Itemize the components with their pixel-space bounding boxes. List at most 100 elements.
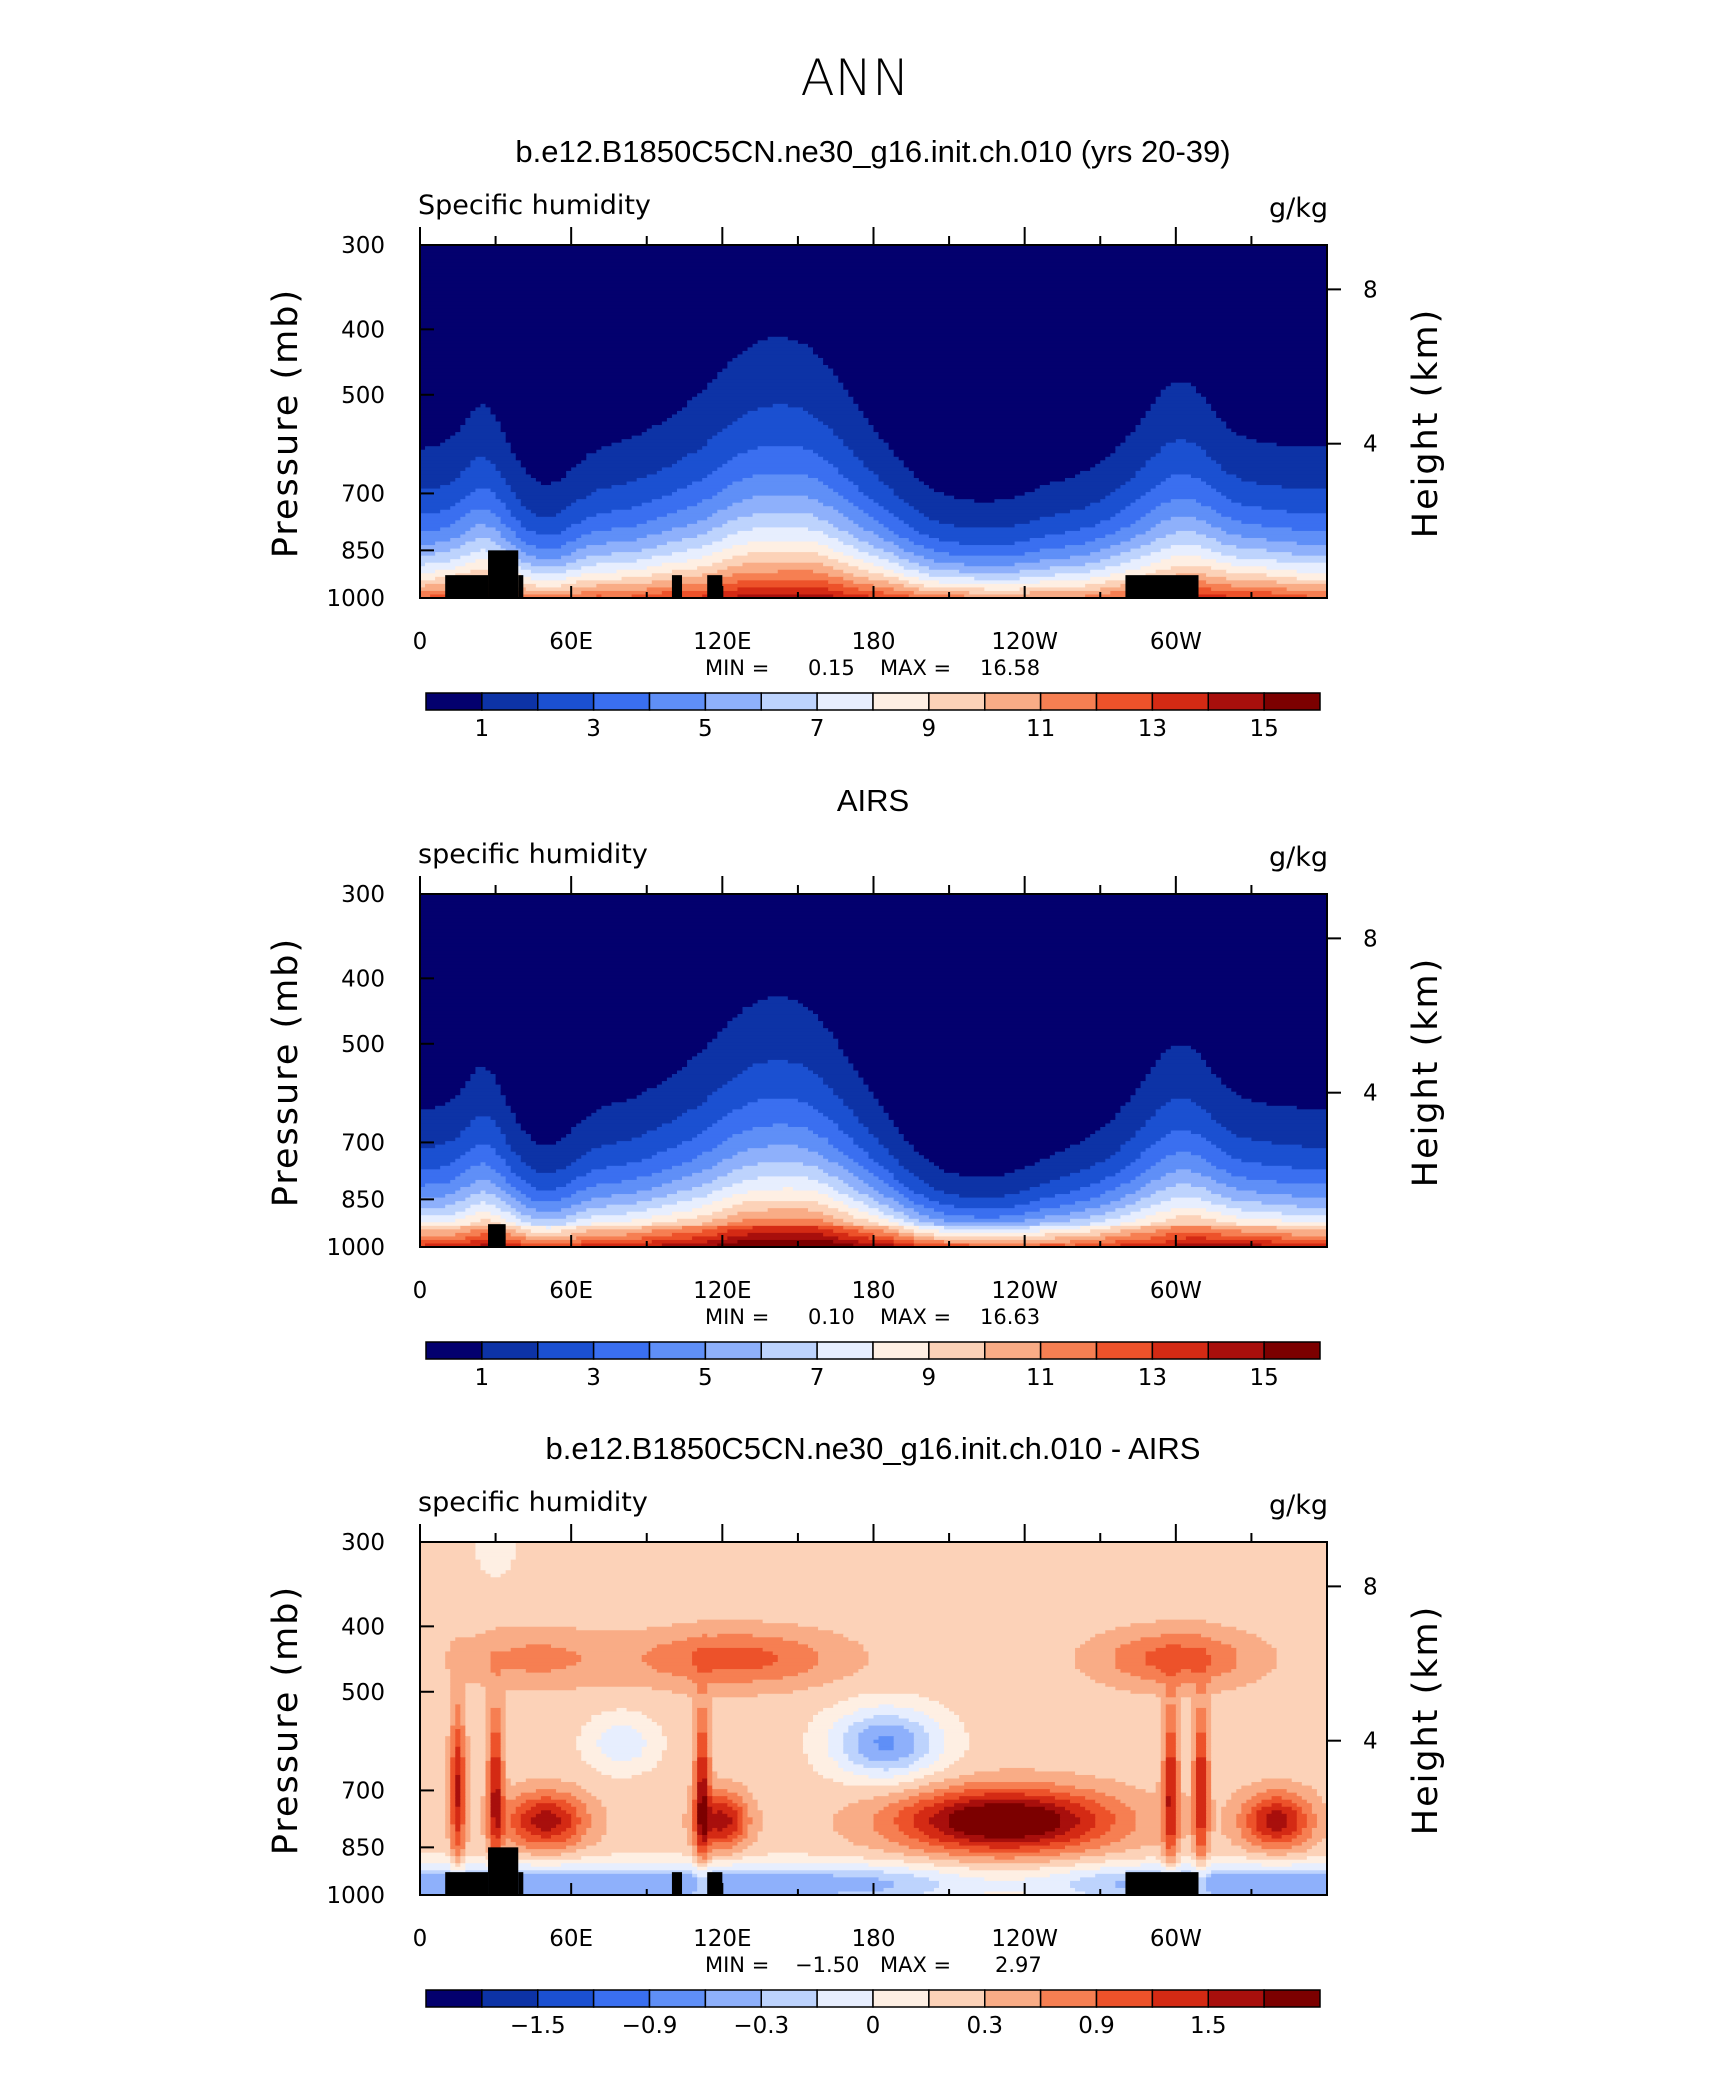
contour-cell xyxy=(843,439,885,444)
contour-cell xyxy=(1090,1183,1121,1188)
contour-cell xyxy=(1195,1711,1207,1716)
contour-cell xyxy=(470,1074,497,1079)
contour-cell xyxy=(1291,1838,1308,1843)
contour-cell xyxy=(566,1810,577,1815)
contour-cell xyxy=(802,1743,829,1748)
contour-cell xyxy=(505,1831,517,1836)
contour-cell xyxy=(878,502,910,507)
contour-cell xyxy=(1211,1162,1263,1167)
contour-cell xyxy=(515,534,582,539)
contour-cell xyxy=(666,1746,693,1751)
contour-cell xyxy=(1291,1799,1308,1804)
contour-cell xyxy=(853,1158,875,1163)
contour-cell xyxy=(515,1831,532,1836)
contour-cell xyxy=(833,1035,1327,1040)
contour-cell xyxy=(1251,1831,1263,1836)
contour-cell xyxy=(1090,552,1121,557)
contour-cell xyxy=(520,523,572,528)
contour-cell xyxy=(1170,1045,1192,1050)
contour-cell xyxy=(470,1739,487,1744)
contour-cell xyxy=(581,573,653,578)
contour-cell xyxy=(843,590,885,596)
contour-cell xyxy=(697,1817,708,1822)
contour-cell xyxy=(747,1232,824,1238)
contour-cell xyxy=(1206,1887,1327,1893)
contour-cell xyxy=(697,1838,703,1843)
colorbar-swatch xyxy=(425,692,483,711)
contour-cell xyxy=(707,1194,734,1199)
contour-cell xyxy=(1236,1654,1278,1660)
contour-cell xyxy=(1175,1714,1182,1720)
contour-cell xyxy=(420,516,461,521)
contour-cell xyxy=(1080,1803,1101,1808)
contour-cell xyxy=(868,1863,935,1868)
contour-cell xyxy=(420,435,451,440)
contour-cell xyxy=(475,1545,517,1550)
contour-cell xyxy=(505,1739,577,1744)
contour-cell xyxy=(913,1236,935,1241)
contour-cell xyxy=(933,1789,965,1794)
contour-cell xyxy=(863,1644,1081,1649)
contour-cell xyxy=(596,1767,653,1773)
contour-cell xyxy=(1206,1771,1212,1776)
contour-cell xyxy=(505,502,522,507)
contour-cell xyxy=(505,1158,522,1163)
contour-cell xyxy=(1190,1838,1197,1843)
contour-cell xyxy=(1316,1792,1327,1797)
contour-cell xyxy=(420,1750,446,1755)
contour-cell xyxy=(1180,1785,1192,1790)
contour-cell xyxy=(1211,1827,1217,1833)
contour-cell xyxy=(465,1722,487,1727)
y2-axis-title: Height (km) xyxy=(1406,1605,1446,1836)
contour-cell xyxy=(465,1760,471,1765)
colorbar-swatch xyxy=(760,1989,818,2008)
contour-cell xyxy=(898,555,925,560)
contour-cell xyxy=(420,1718,451,1723)
contour-cell xyxy=(515,1116,587,1121)
contour-cell xyxy=(692,1236,728,1241)
contour-cell xyxy=(470,410,492,416)
contour-cell xyxy=(1201,393,1327,398)
contour-cell xyxy=(1115,1151,1142,1156)
contour-cell xyxy=(1100,1232,1132,1238)
contour-cell xyxy=(1241,502,1327,507)
contour-cell xyxy=(1195,1739,1207,1744)
min-value: 0.15 xyxy=(808,656,855,680)
contour-cell xyxy=(420,908,1327,913)
contour-cell xyxy=(848,1056,1162,1061)
contour-cell xyxy=(576,1190,638,1195)
contour-cell xyxy=(732,1017,819,1022)
contour-cell xyxy=(490,1792,502,1797)
contour-cell xyxy=(1054,1236,1106,1241)
contour-cell xyxy=(732,545,829,550)
colorbar-swatch xyxy=(1263,1989,1321,2008)
contour-cell xyxy=(707,1045,839,1050)
contour-cell xyxy=(420,1126,466,1132)
y2-tick-label: 8 xyxy=(1363,926,1378,952)
contour-cell xyxy=(470,1824,482,1829)
contour-cell xyxy=(702,1834,708,1840)
contour-cell xyxy=(495,513,512,518)
contour-cell xyxy=(445,1827,451,1833)
contour-cell xyxy=(420,485,441,490)
contour-cell xyxy=(1211,1116,1327,1121)
contour-cell xyxy=(485,1796,492,1801)
contour-cell xyxy=(485,1803,492,1808)
contour-cell xyxy=(500,1757,507,1762)
contour-cell xyxy=(843,569,870,574)
contour-cell xyxy=(873,1172,895,1177)
contour-cell xyxy=(475,1070,492,1075)
contour-cell xyxy=(697,1718,708,1723)
contour-cell xyxy=(1296,569,1327,574)
contour-cell xyxy=(505,1774,613,1780)
contour-cell xyxy=(566,569,618,574)
contour-cell xyxy=(530,1215,567,1220)
contour-cell xyxy=(666,513,713,518)
contour-cell xyxy=(1190,1856,1197,1861)
contour-cell xyxy=(520,548,577,553)
contour-cell xyxy=(802,1739,829,1744)
contour-cell xyxy=(490,1827,502,1833)
contour-cell xyxy=(687,1693,759,1698)
contour-cell xyxy=(420,1081,466,1086)
contour-cell xyxy=(787,403,859,408)
